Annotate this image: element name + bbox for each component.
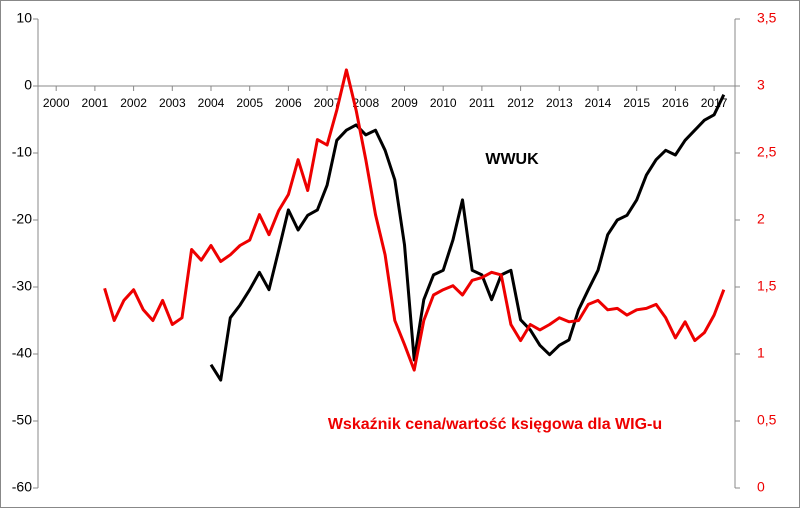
y2-tick-label: 3: [757, 77, 765, 93]
y-tick-label: 10: [16, 10, 32, 26]
x-tick-label: 2000: [43, 96, 70, 110]
x-tick-label: 2015: [623, 96, 650, 110]
x-tick-label: 2007: [314, 96, 341, 110]
y-tick-label: 0: [24, 77, 32, 93]
x-tick-label: 2004: [198, 96, 225, 110]
y2-tick-label: 0: [757, 479, 765, 495]
x-tick-label: 2003: [159, 96, 186, 110]
series-label: Wskaźnik cena/wartość księgowa dla WIG-u: [328, 416, 662, 433]
x-tick-label: 2013: [546, 96, 573, 110]
y-tick-label: -50: [12, 412, 32, 428]
y2-tick-label: 2,5: [757, 144, 777, 160]
y-tick-label: -30: [12, 278, 32, 294]
series-line: [209, 94, 726, 382]
x-tick-label: 2001: [82, 96, 109, 110]
y-tick-label: -10: [12, 144, 32, 160]
x-tick-label: 2011: [469, 96, 495, 110]
x-tick-label: 2012: [507, 96, 534, 110]
x-tick-label: 2016: [662, 96, 689, 110]
y-tick-label: -40: [12, 345, 32, 361]
x-tick-label: 2014: [585, 96, 612, 110]
series-line: [103, 68, 726, 372]
y-tick-label: -60: [12, 479, 32, 495]
y2-tick-label: 2: [757, 211, 765, 227]
y2-tick-label: 0,5: [757, 412, 777, 428]
x-tick-label: 2002: [120, 96, 147, 110]
x-tick-label: 2005: [236, 96, 263, 110]
y-tick-label: -20: [12, 211, 32, 227]
series-label: WWUK: [485, 151, 539, 168]
y2-tick-label: 3,5: [757, 10, 777, 26]
x-tick-label: 2010: [430, 96, 457, 110]
x-tick-label: 2006: [275, 96, 302, 110]
y2-tick-label: 1,5: [757, 278, 777, 294]
x-tick-label: 2008: [352, 96, 379, 110]
x-tick-label: 2009: [391, 96, 418, 110]
y2-tick-label: 1: [757, 345, 765, 361]
